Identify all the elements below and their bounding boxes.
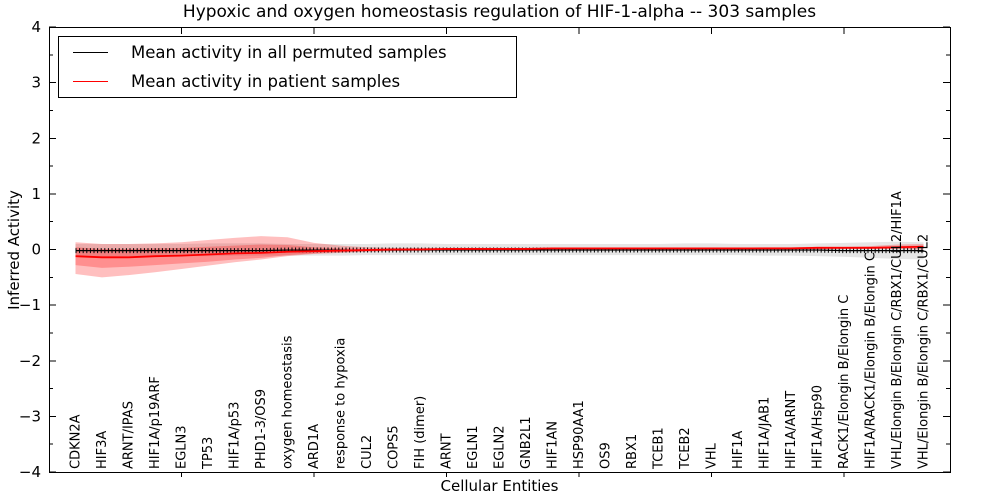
x-tick-label: TCEB2 bbox=[678, 427, 693, 470]
x-tick-label: COPS5 bbox=[387, 425, 402, 469]
patient-samples-band-outer bbox=[75, 236, 924, 278]
x-tick-label: GNB2L1 bbox=[519, 416, 534, 469]
x-tick-label: EGLN3 bbox=[175, 425, 190, 469]
legend-label-patient: Mean activity in patient samples bbox=[131, 72, 401, 91]
x-axis-label: Cellular Entities bbox=[440, 477, 559, 495]
legend-line-patient-icon bbox=[73, 81, 108, 82]
x-tick-label: FIH (dimer) bbox=[413, 396, 428, 469]
y-tick-label: −2 bbox=[19, 352, 41, 370]
x-tick-label: HIF1A/ARNT bbox=[784, 391, 799, 469]
x-tick-label: OS9 bbox=[599, 442, 614, 469]
legend: Mean activity in all permuted samples Me… bbox=[58, 36, 517, 98]
x-tick-label: PHD1-3/OS9 bbox=[254, 389, 269, 469]
x-tick-label: HIF1AN bbox=[546, 421, 561, 469]
x-tick-label: HIF1A/Hsp90 bbox=[811, 385, 826, 469]
y-tick-label: 4 bbox=[31, 18, 41, 36]
y-tick-label: −3 bbox=[19, 407, 41, 425]
x-tick-label: HIF1A/JAB1 bbox=[758, 397, 773, 469]
x-tick-label: ARNT bbox=[440, 433, 455, 469]
x-tick-label: response to hypoxia bbox=[334, 338, 349, 469]
x-tick-label: HIF1A/RACK1/Elongin B/Elongin C bbox=[864, 252, 879, 469]
x-tick-label: HSP90AA1 bbox=[572, 400, 587, 469]
x-tick-label: HIF1A/p53 bbox=[228, 402, 243, 469]
y-tick-label: 2 bbox=[31, 129, 41, 147]
x-tick-label: TCEB1 bbox=[652, 427, 667, 470]
x-tick-label: CUL2 bbox=[360, 435, 375, 469]
x-tick-label: EGLN2 bbox=[493, 425, 508, 469]
x-tick-label: HIF1A/p19ARF bbox=[148, 376, 163, 469]
x-tick-label: ARD1A bbox=[307, 424, 322, 469]
x-tick-label: RBX1 bbox=[625, 434, 640, 469]
x-tick-label: EGLN1 bbox=[466, 425, 481, 469]
legend-line-permuted-icon bbox=[73, 52, 108, 53]
y-tick-label: −4 bbox=[19, 463, 41, 481]
patient-mean-line bbox=[75, 245, 924, 259]
x-tick-label: VHL bbox=[705, 442, 720, 469]
x-tick-label: VHL/Elongin B/Elongin C/RBX1/CUL2 bbox=[917, 234, 932, 469]
legend-label-permuted: Mean activity in all permuted samples bbox=[131, 43, 447, 62]
x-tick-label: ARNT/IPAS bbox=[122, 401, 137, 469]
legend-item-permuted: Mean activity in all permuted samples bbox=[59, 38, 516, 67]
x-tick-label: CDKN2A bbox=[69, 414, 84, 469]
legend-item-patient: Mean activity in patient samples bbox=[59, 67, 516, 96]
x-tick-label: HIF3A bbox=[95, 431, 110, 469]
permuted-mean-line-markers bbox=[75, 247, 924, 254]
y-tick-label: 0 bbox=[31, 241, 41, 259]
x-tick-label: oxygen homeostasis bbox=[281, 335, 296, 469]
y-axis-label: Inferred Activity bbox=[5, 190, 23, 310]
y-tick-label: 1 bbox=[31, 185, 41, 203]
x-tick-label: VHL/Elongin B/Elongin C/RBX1/CUL2/HIF1A bbox=[890, 191, 905, 469]
chart-title: Hypoxic and oxygen homeostasis regulatio… bbox=[182, 2, 817, 22]
x-tick-label: RACK1/Elongin B/Elongin C bbox=[837, 295, 852, 469]
x-tick-label: TP53 bbox=[201, 437, 216, 470]
x-tick-label: HIF1A bbox=[731, 431, 746, 469]
y-tick-label: 3 bbox=[31, 74, 41, 92]
y-tick-label: −1 bbox=[19, 296, 41, 314]
